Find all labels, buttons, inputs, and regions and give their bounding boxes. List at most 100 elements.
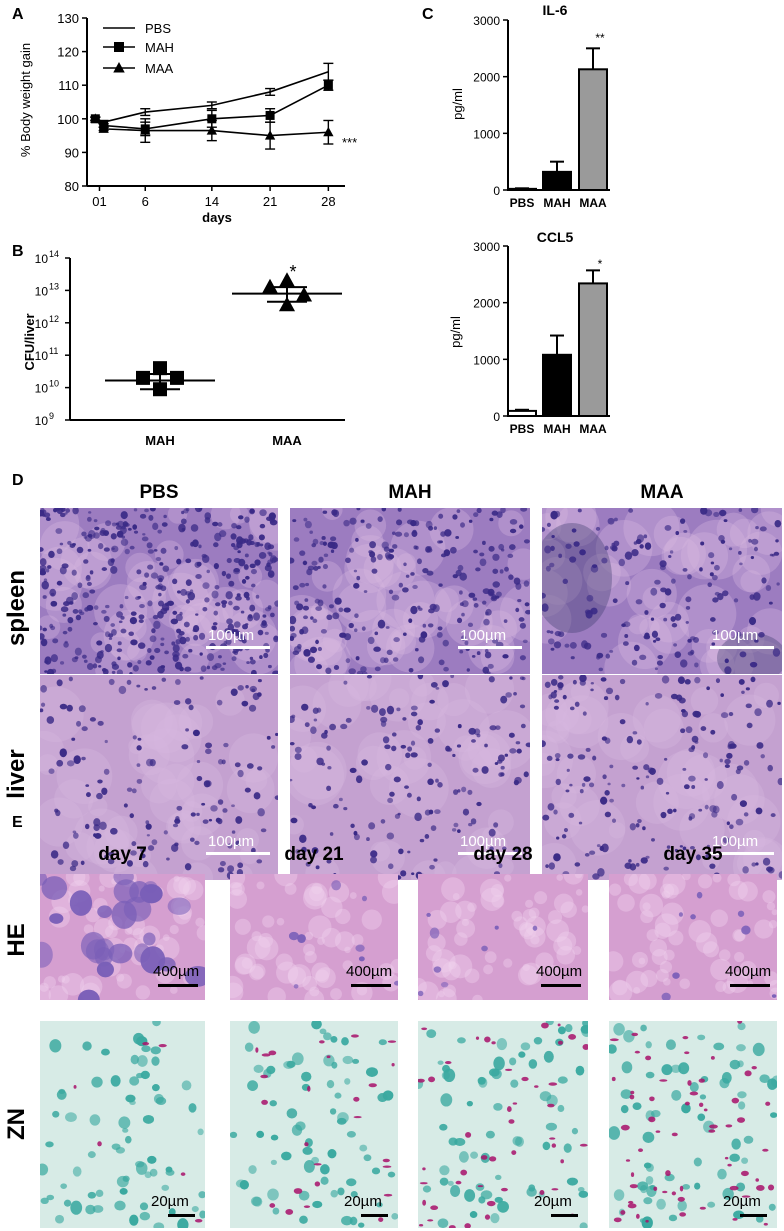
chart-c-bar bbox=[542, 170, 572, 192]
chart-b-ytick-exponent: 14 bbox=[49, 249, 59, 259]
chart-a-point bbox=[206, 125, 218, 135]
histology-spleen-maa: 100µm bbox=[542, 508, 782, 674]
scale-bar bbox=[206, 852, 270, 855]
chart-b-point bbox=[136, 370, 150, 385]
chart-a-plot-area: 80 90 100 110 120 130 01 6 14 21 28 PBS MAH MAA bbox=[57, 11, 345, 209]
chart-b-ytick-label: 10 bbox=[35, 284, 49, 298]
chart-a-annotation: *** bbox=[342, 135, 357, 150]
chart-c2-plot-area: 0 1000 2000 3000 PBS MAH MAA bbox=[473, 240, 610, 436]
panel-d-row-liver: liver bbox=[3, 749, 30, 799]
scale-bar-label: 100µm bbox=[208, 627, 255, 644]
chart-a-point bbox=[207, 114, 217, 124]
chart-b-annotation: * bbox=[289, 262, 296, 282]
panel-label-a: A bbox=[12, 6, 24, 23]
scale-bar bbox=[168, 1214, 195, 1217]
chart-b-point bbox=[153, 361, 167, 376]
panel-d-col-maa: MAA bbox=[640, 482, 684, 503]
chart-c-ytick-label: 3000 bbox=[473, 240, 500, 254]
chart-a-xtick-label: 14 bbox=[205, 194, 219, 209]
scale-bar-label: 20µm bbox=[344, 1193, 382, 1210]
chart-a-legend-label: MAH bbox=[145, 40, 174, 55]
chart-b-ytick-label: 10 bbox=[35, 349, 49, 363]
scale-bar bbox=[458, 852, 522, 855]
chart-b-ytick-label: 10 bbox=[35, 317, 49, 331]
histology-zn-day7: 20µm bbox=[40, 1021, 205, 1228]
chart-a-point bbox=[98, 123, 109, 133]
chart-c-ytick-label: 3000 bbox=[473, 14, 500, 28]
chart-a-ytick-label: 90 bbox=[65, 145, 79, 160]
histology-he-day21: 400µm bbox=[230, 874, 398, 1000]
chart-a-xtick-label: 21 bbox=[263, 194, 277, 209]
chart-a-point bbox=[140, 125, 151, 135]
chart-c-category-label: PBS bbox=[510, 196, 535, 210]
chart-b-ylabel: CFU/liver bbox=[22, 313, 37, 370]
chart-c-bar bbox=[542, 353, 572, 418]
scale-bar bbox=[541, 984, 581, 987]
chart-c-ytick-label: 0 bbox=[493, 184, 500, 198]
histology-zn-day21: 20µm bbox=[230, 1021, 398, 1228]
chart-c-category-label: PBS bbox=[510, 422, 535, 436]
panel-e-col-day35: day 35 bbox=[663, 844, 723, 865]
histology-spleen-pbs: 100µm bbox=[40, 508, 278, 674]
scale-bar-label: 100µm bbox=[208, 833, 255, 850]
chart-a-ytick-label: 100 bbox=[57, 112, 79, 127]
chart-c-ytick-label: 0 bbox=[493, 410, 500, 424]
histology-he-day28: 400µm bbox=[418, 874, 588, 1000]
chart-b-category-label: MAA bbox=[272, 433, 302, 448]
chart-c-ytick-label: 1000 bbox=[473, 127, 500, 141]
scale-bar-label: 20µm bbox=[151, 1193, 189, 1210]
scale-bar-label: 20µm bbox=[723, 1193, 761, 1210]
scale-bar-label: 400µm bbox=[346, 963, 393, 980]
scale-bar-label: 20µm bbox=[534, 1193, 572, 1210]
chart-b-point bbox=[170, 370, 184, 385]
scale-bar-label: 400µm bbox=[725, 963, 772, 980]
histology-liver-maa: 100µm bbox=[542, 675, 782, 880]
scale-bar-label: 100µm bbox=[712, 833, 759, 850]
chart-c-bar bbox=[578, 282, 608, 418]
chart-b-point bbox=[261, 278, 279, 294]
chart-c2-title: CCL5 bbox=[537, 229, 574, 245]
chart-c2-ylabel: pg/ml bbox=[448, 316, 463, 348]
chart-a-point bbox=[90, 113, 101, 123]
scale-bar bbox=[361, 1214, 388, 1217]
chart-c1-plot-area: 0 1000 2000 3000 PBS MAH MAA bbox=[473, 14, 610, 210]
chart-a-xtick-label: 01 bbox=[92, 194, 106, 209]
chart-c1-title: IL-6 bbox=[543, 2, 568, 18]
chart-b-ytick-label: 10 bbox=[35, 414, 49, 428]
chart-b-point bbox=[278, 296, 296, 312]
histology-zn-day28: 20µm bbox=[418, 1021, 588, 1228]
chart-a-ytick-label: 80 bbox=[65, 179, 79, 194]
scale-bar-label: 100µm bbox=[712, 627, 759, 644]
chart-a-ytick-label: 110 bbox=[58, 78, 79, 93]
chart-c-ytick-label: 2000 bbox=[473, 71, 500, 85]
scale-bar-label: 100µm bbox=[460, 833, 507, 850]
chart-c-ytick-label: 1000 bbox=[473, 353, 500, 367]
chart-a-xlabel: days bbox=[202, 210, 232, 225]
chart-a-point bbox=[265, 110, 275, 120]
chart-c2-annotation: * bbox=[598, 257, 603, 271]
panel-e-col-day7: day 7 bbox=[98, 844, 147, 865]
chart-a-point bbox=[323, 126, 334, 137]
chart-c-category-label: MAA bbox=[579, 422, 607, 436]
scale-bar bbox=[740, 1214, 767, 1217]
chart-a-xtick-label: 28 bbox=[321, 194, 335, 209]
panel-e-row-he: HE bbox=[3, 923, 30, 957]
histology-spleen-mah: 100µm bbox=[290, 508, 530, 674]
chart-b-ytick-exponent: 12 bbox=[49, 314, 59, 324]
panel-e-row-zn: ZN bbox=[3, 1108, 30, 1140]
panel-d-row-spleen: spleen bbox=[3, 569, 30, 647]
histology-he-day7: 400µm bbox=[40, 874, 205, 1000]
chart-a-legend-label: MAA bbox=[145, 61, 174, 76]
scale-bar bbox=[710, 646, 774, 649]
panel-label-e: E bbox=[12, 814, 23, 831]
scale-bar bbox=[158, 984, 198, 987]
chart-b-category-label: MAH bbox=[145, 433, 175, 448]
scale-bar-label: 100µm bbox=[460, 627, 507, 644]
histology-zn-day35: 20µm bbox=[609, 1021, 777, 1228]
chart-b-point bbox=[278, 272, 296, 287]
histology-liver-mah: 100µm bbox=[290, 675, 530, 880]
chart-b-ytick-exponent: 9 bbox=[49, 411, 54, 421]
panel-d-col-pbs: PBS bbox=[139, 482, 179, 503]
